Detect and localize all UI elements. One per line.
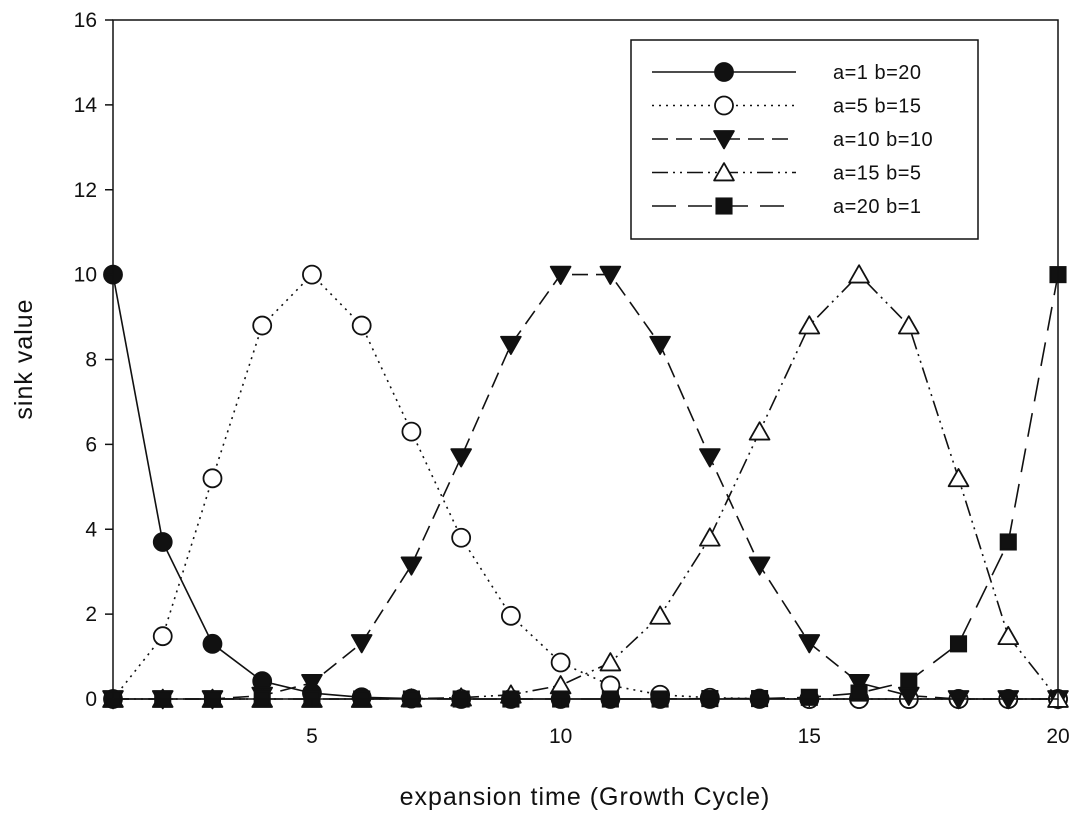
data-point-s3-8 xyxy=(450,448,472,468)
data-point-s5-19 xyxy=(999,533,1017,551)
y-tick-label: 6 xyxy=(85,433,97,456)
axes: 0 2 4 6 8 10 12 14 16 5 10 15 20 xyxy=(74,9,1070,748)
data-point-s3-9 xyxy=(500,335,522,355)
data-point-s2-5 xyxy=(302,264,322,285)
x-tick-label: 20 xyxy=(1046,725,1069,748)
data-point-s4-17 xyxy=(897,315,920,335)
y-tick-label: 12 xyxy=(74,179,97,202)
series-line-5 xyxy=(113,274,1059,700)
legend-label-4: a=15 b=5 xyxy=(833,163,922,185)
x-tick-label: 10 xyxy=(549,725,572,748)
data-point-s3-7 xyxy=(400,556,423,576)
data-point-s1-2 xyxy=(152,532,173,552)
y-tick-label: 0 xyxy=(85,688,97,711)
data-point-s4-13 xyxy=(699,527,721,547)
x-axis-title: expansion time (Growth Cycle) xyxy=(400,783,771,811)
data-point-s3-12 xyxy=(649,335,671,355)
y-tick-label: 10 xyxy=(74,264,97,287)
y-tick-label: 14 xyxy=(74,94,98,117)
legend-label-5: a=20 b=1 xyxy=(833,196,922,218)
data-point-s2-3 xyxy=(202,468,223,489)
series-line-2 xyxy=(112,273,1058,700)
legend-marker-5 xyxy=(715,197,733,215)
data-point-s4-11 xyxy=(599,652,622,672)
legend-label-1: a=1 b=20 xyxy=(833,62,922,84)
data-point-s3-16 xyxy=(848,674,870,694)
legend-marker-1 xyxy=(714,62,734,82)
data-point-s2-4 xyxy=(252,315,273,336)
y-tick-label: 8 xyxy=(85,349,97,372)
data-point-s4-15 xyxy=(798,315,821,335)
data-point-s3-15 xyxy=(798,634,821,654)
data-point-s2-8 xyxy=(451,527,472,548)
legend: a=1 b=20 a=5 b=15 a=10 b=10 a=15 b=5 a=20 b=… xyxy=(630,39,979,240)
data-point-s4-14 xyxy=(748,421,771,441)
legend-marker-2 xyxy=(714,95,734,116)
series-line-3 xyxy=(113,273,1058,700)
legend-label-2: a=5 b=15 xyxy=(833,96,922,118)
data-point-s2-2 xyxy=(152,626,173,647)
data-point-s4-12 xyxy=(649,605,671,625)
data-point-s2-7 xyxy=(401,421,422,442)
data-point-s3-11 xyxy=(599,265,622,285)
data-point-s3-6 xyxy=(350,634,373,654)
x-tick-label: 5 xyxy=(306,725,318,748)
data-point-s2-6 xyxy=(351,315,372,336)
x-tick-label: 15 xyxy=(798,725,821,748)
legend-label-3: a=10 b=10 xyxy=(833,129,933,151)
y-tick-label: 2 xyxy=(85,603,97,626)
series-line-4 xyxy=(113,273,1059,700)
series-line-1 xyxy=(112,274,1058,700)
data-point-s4-18 xyxy=(947,468,970,488)
data-point-s5-17 xyxy=(900,672,918,690)
data-point-s3-13 xyxy=(699,448,721,468)
data-point-s3-10 xyxy=(549,265,572,285)
data-point-s3-14 xyxy=(748,556,771,576)
y-tick-label: 16 xyxy=(74,9,97,32)
plot-lines xyxy=(112,273,1059,700)
legend-marker-4 xyxy=(713,162,735,182)
data-point-s1-3 xyxy=(202,633,223,654)
data-point-s4-19 xyxy=(997,625,1020,646)
data-point-s2-9 xyxy=(500,605,521,626)
data-point-s2-10 xyxy=(550,652,571,673)
data-point-s4-16 xyxy=(848,264,870,284)
plot-markers xyxy=(102,264,1069,710)
data-point-s5-16 xyxy=(850,684,868,702)
data-point-s3-5 xyxy=(301,674,323,694)
data-point-s5-18 xyxy=(949,635,968,653)
y-axis-title: sink value xyxy=(10,298,38,419)
y-tick-label: 4 xyxy=(85,518,97,541)
legend-marker-3 xyxy=(713,130,735,150)
